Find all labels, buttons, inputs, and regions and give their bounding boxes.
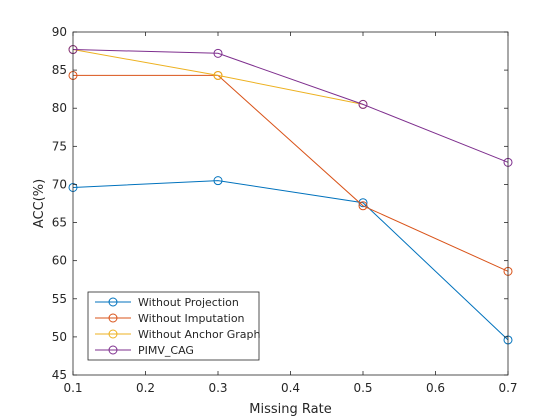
legend-marker [108, 345, 118, 355]
legend: Without Projection Without Imputation With… [87, 291, 261, 361]
series-line [73, 74, 509, 272]
x-tick-label: 0.7 [498, 381, 517, 395]
x-axis-ticks: 0.1 0.2 0.3 0.4 0.5 0.6 0.7 [63, 32, 518, 395]
legend-item: Without Imputation [95, 312, 245, 325]
legend-item: Without Projection [95, 296, 239, 309]
legend-marker [108, 313, 118, 323]
x-tick-label: 0.6 [426, 381, 445, 395]
y-tick-label: 75 [52, 139, 67, 153]
data-point [213, 176, 223, 186]
y-tick-label: 55 [52, 292, 67, 306]
legend-label: PIMV_CAG [138, 344, 194, 357]
data-point [213, 48, 223, 58]
legend-label: Without Projection [138, 296, 239, 309]
y-tick-label: 70 [52, 177, 67, 191]
legend-label: Without Anchor Graph [138, 328, 261, 341]
legend-item: PIMV_CAG [95, 344, 194, 357]
x-tick-label: 0.5 [353, 381, 372, 395]
y-axis-ticks: 45 50 55 60 65 70 75 80 85 90 [52, 25, 508, 382]
y-tick-label: 80 [52, 101, 67, 115]
y-tick-label: 45 [52, 368, 67, 382]
x-tick-label: 0.1 [63, 381, 82, 395]
legend-marker [108, 329, 118, 339]
series-line [72, 49, 364, 105]
y-axis-label: ACC(%) [32, 179, 47, 228]
data-point [213, 70, 223, 80]
y-tick-label: 60 [52, 254, 67, 268]
legend-label: Without Imputation [138, 312, 245, 325]
data-point [358, 99, 368, 109]
x-axis-label: Missing Rate [249, 402, 331, 417]
series-line [72, 180, 509, 341]
x-tick-label: 0.2 [136, 381, 155, 395]
series-line [72, 49, 509, 163]
y-tick-label: 90 [52, 25, 67, 39]
x-tick-label: 0.3 [208, 381, 227, 395]
legend-item: Without Anchor Graph [95, 328, 261, 341]
y-tick-label: 50 [52, 330, 67, 344]
data-point [358, 201, 368, 211]
y-tick-label: 85 [52, 63, 67, 77]
legend-marker [108, 297, 118, 307]
y-tick-label: 65 [52, 216, 67, 230]
x-tick-label: 0.4 [281, 381, 300, 395]
